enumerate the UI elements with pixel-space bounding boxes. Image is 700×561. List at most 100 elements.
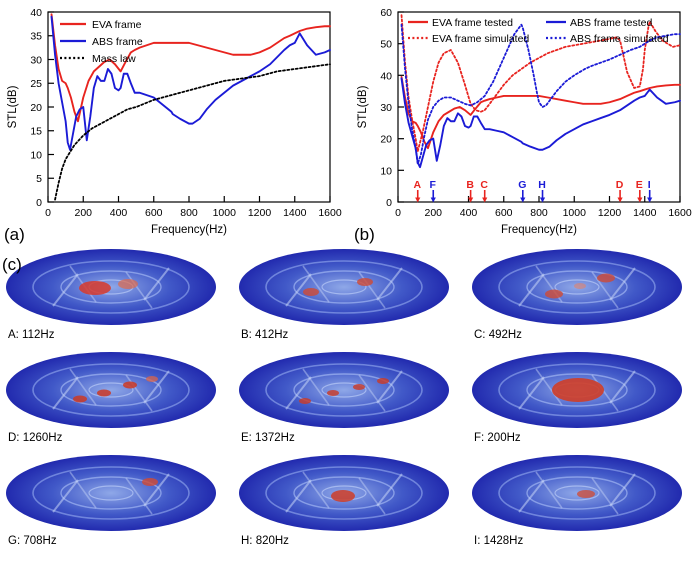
panel-b-xtick-200: 200 xyxy=(424,207,442,219)
panel-a-xtick-400: 400 xyxy=(110,207,128,219)
panel-a-xlabel: Frequency(Hz) xyxy=(151,224,227,236)
panel-b-y-ticks: 0 10 20 30 40 50 60 xyxy=(380,7,404,209)
mode-hotspots xyxy=(303,278,373,296)
panel-b-xtick-1400: 1400 xyxy=(633,207,657,219)
mode-shape-image xyxy=(238,454,450,532)
panel-b-tag: (b) xyxy=(354,222,394,246)
mode-hotspots xyxy=(545,273,615,299)
panel-a-ytick-30: 30 xyxy=(30,55,42,67)
panel-a-ytick-10: 10 xyxy=(30,150,42,162)
mode-marker-label: E xyxy=(636,179,643,191)
panel-b-svg: 0 10 20 30 40 50 60 0 200 400 600 800 10… xyxy=(357,7,692,236)
mode-marker-d: D xyxy=(616,179,624,203)
panel-a-series xyxy=(50,13,331,201)
legend-abs-tested: ABS frame tested xyxy=(570,17,652,29)
panel-a-ylabel: STL(dB) xyxy=(7,85,19,128)
series-line xyxy=(50,15,331,151)
panel-a-ytick-15: 15 xyxy=(30,126,42,138)
mode-cell: B: 412Hz xyxy=(233,244,466,347)
panel-a-xtick-1400: 1400 xyxy=(283,207,307,219)
mode-cell: D: 1260Hz xyxy=(0,347,233,450)
mode-caption: G: 708Hz xyxy=(8,535,57,547)
mode-marker-label: G xyxy=(518,179,526,191)
panel-b-x-ticks: 0 200 400 600 800 1000 1200 1400 1600 xyxy=(395,196,692,219)
panel-a-ytick-20: 20 xyxy=(30,102,42,114)
mode-shape-image xyxy=(238,248,450,326)
mode-shape-image xyxy=(238,351,450,429)
mode-shape-image xyxy=(471,454,683,532)
mode-hotspots xyxy=(79,279,138,295)
mode-marker-a: A xyxy=(413,179,421,203)
panel-a-xtick-1600: 1600 xyxy=(318,207,342,219)
panel-a-x-ticks: 0 200 400 600 800 1000 1200 1400 1600 xyxy=(45,196,342,219)
panel-b-legend: EVA frame tested ABS frame tested EVA fr… xyxy=(408,17,669,45)
panel-a-svg: 0 5 10 15 20 25 30 35 40 0 200 400 600 8… xyxy=(7,7,342,236)
panel-a-tag-text: (a) xyxy=(4,225,25,244)
panel-b-ytick-30: 30 xyxy=(380,102,392,114)
panel-c-tag: (c) xyxy=(2,252,42,276)
mode-row: A: 112Hz B: 412Hz C: 492Hz xyxy=(0,244,700,347)
mode-caption: A: 112Hz xyxy=(8,329,55,341)
legend-abs-simulated: ABS frame simulated xyxy=(570,33,669,45)
series-line xyxy=(400,77,681,169)
mode-caption: C: 492Hz xyxy=(474,329,522,341)
mode-cell: F: 200Hz xyxy=(466,347,699,450)
panel-b-xtick-400: 400 xyxy=(460,207,478,219)
series-line xyxy=(50,13,331,123)
panel-b-ytick-50: 50 xyxy=(380,39,392,51)
mode-caption: H: 820Hz xyxy=(241,535,289,547)
panel-a-xtick-800: 800 xyxy=(180,207,198,219)
mode-caption: B: 412Hz xyxy=(241,329,289,341)
mode-marker-g: G xyxy=(518,179,526,203)
mode-hotspots xyxy=(299,378,389,404)
panel-b-ytick-60: 60 xyxy=(380,7,392,19)
mode-marker-i: I xyxy=(647,179,653,203)
panel-b-ytick-10: 10 xyxy=(380,165,392,177)
mode-caption: I: 1428Hz xyxy=(474,535,524,547)
panel-a-ytick-35: 35 xyxy=(30,31,42,43)
mode-marker-e: E xyxy=(636,179,643,203)
legend-eva-frame: EVA frame xyxy=(92,19,142,31)
panel-a-xtick-1000: 1000 xyxy=(213,207,237,219)
mode-caption: D: 1260Hz xyxy=(8,432,63,444)
series-line xyxy=(400,23,681,165)
mode-hotspots xyxy=(577,490,595,498)
mode-hotspots xyxy=(552,378,604,402)
panel-c-tag-text: (c) xyxy=(2,255,22,274)
mode-cell: E: 1372Hz xyxy=(233,347,466,450)
panel-b-ytick-0: 0 xyxy=(386,197,392,209)
mode-caption: F: 200Hz xyxy=(474,432,521,444)
mode-row: G: 708Hz H: 820Hz I: 1428Hz xyxy=(0,450,700,553)
mode-marker-label: I xyxy=(648,179,651,191)
panel-b-xtick-1200: 1200 xyxy=(598,207,622,219)
mode-cell: I: 1428Hz xyxy=(466,450,699,553)
mode-shape-image xyxy=(471,248,683,326)
panel-c-mode-gallery: A: 112Hz B: 412Hz C: 492Hz D: 1260Hz E: … xyxy=(0,244,700,553)
panel-a-xtick-1200: 1200 xyxy=(248,207,272,219)
panel-b-ytick-40: 40 xyxy=(380,70,392,82)
mode-cell: A: 112Hz xyxy=(0,244,233,347)
mode-marker-label: D xyxy=(616,179,624,191)
panel-b-ylabel: STL(dB) xyxy=(357,85,369,128)
mode-caption: E: 1372Hz xyxy=(241,432,295,444)
mode-marker-label: A xyxy=(413,179,421,191)
mode-row: D: 1260Hz E: 1372Hz F: 200Hz xyxy=(0,347,700,450)
panel-a-legend: EVA frame ABS frame Mass law xyxy=(60,19,143,65)
legend-abs-frame: ABS frame xyxy=(92,36,143,48)
mode-marker-b: B xyxy=(466,179,474,203)
mode-hotspots xyxy=(331,490,355,502)
panel-b-chart: 0 10 20 30 40 50 60 0 200 400 600 800 10… xyxy=(350,0,700,244)
panel-b-xtick-0: 0 xyxy=(395,207,401,219)
mode-marker-label: F xyxy=(430,179,437,191)
legend-eva-simulated: EVA frame simulated xyxy=(432,33,529,45)
mode-cell: G: 708Hz xyxy=(0,450,233,553)
mode-hotspots xyxy=(142,478,158,486)
legend-eva-tested: EVA frame tested xyxy=(432,17,513,29)
mode-shape-image xyxy=(471,351,683,429)
mode-cell: C: 492Hz xyxy=(466,244,699,347)
panel-b-series xyxy=(400,14,681,169)
panel-a-chart: 0 5 10 15 20 25 30 35 40 0 200 400 600 8… xyxy=(0,0,350,244)
panel-b-xtick-600: 600 xyxy=(495,207,513,219)
panel-b-xlabel: Frequency(Hz) xyxy=(501,224,577,236)
